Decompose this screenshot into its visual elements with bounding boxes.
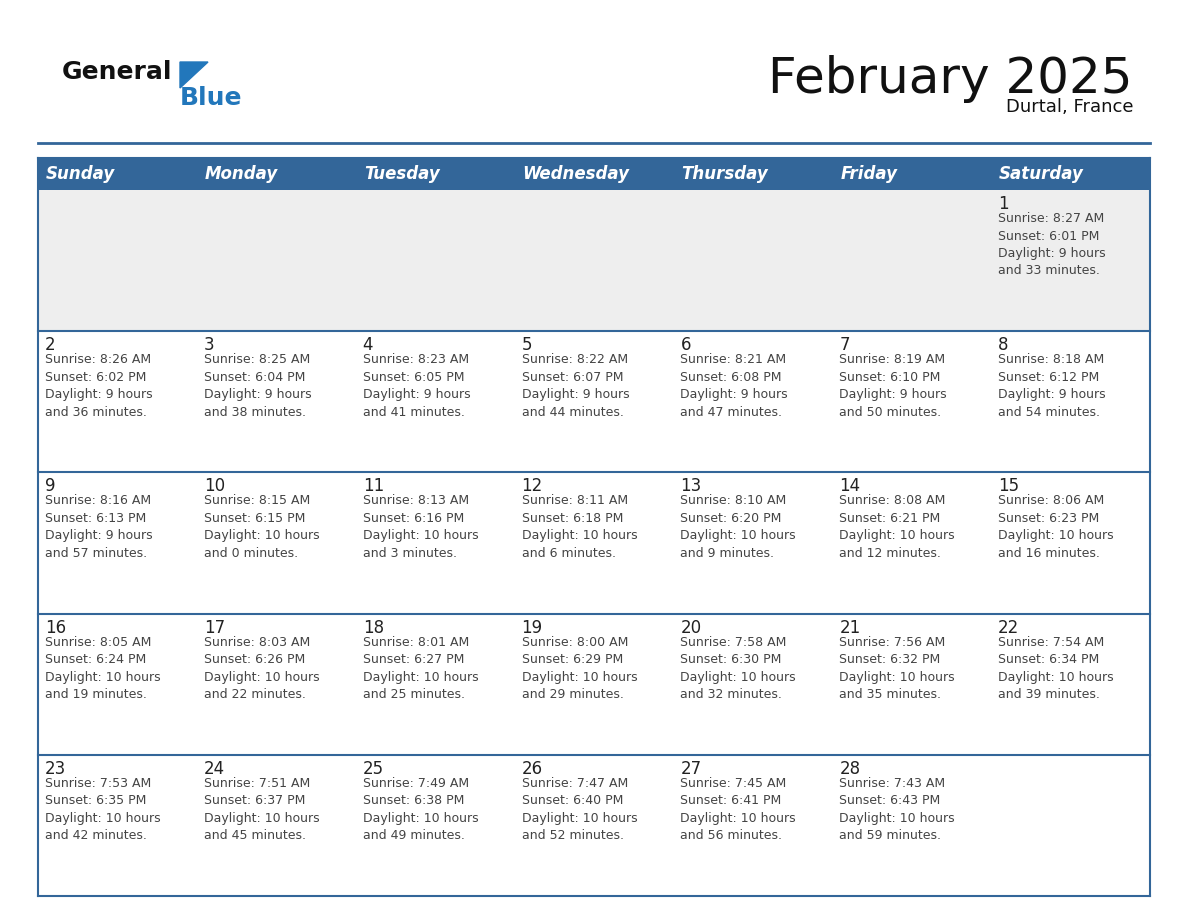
Text: General: General [62,60,172,84]
Text: Sunrise: 8:21 AM
Sunset: 6:08 PM
Daylight: 9 hours
and 47 minutes.: Sunrise: 8:21 AM Sunset: 6:08 PM Dayligh… [681,353,788,419]
Text: Sunrise: 8:06 AM
Sunset: 6:23 PM
Daylight: 10 hours
and 16 minutes.: Sunrise: 8:06 AM Sunset: 6:23 PM Dayligh… [998,495,1114,560]
Text: 3: 3 [204,336,215,354]
Text: 12: 12 [522,477,543,496]
Text: 8: 8 [998,336,1009,354]
Text: 15: 15 [998,477,1019,496]
Text: Friday: Friday [840,165,897,183]
Text: Sunrise: 8:23 AM
Sunset: 6:05 PM
Daylight: 9 hours
and 41 minutes.: Sunrise: 8:23 AM Sunset: 6:05 PM Dayligh… [362,353,470,419]
Text: Sunrise: 8:16 AM
Sunset: 6:13 PM
Daylight: 9 hours
and 57 minutes.: Sunrise: 8:16 AM Sunset: 6:13 PM Dayligh… [45,495,152,560]
Text: Sunrise: 8:10 AM
Sunset: 6:20 PM
Daylight: 10 hours
and 9 minutes.: Sunrise: 8:10 AM Sunset: 6:20 PM Dayligh… [681,495,796,560]
Text: 22: 22 [998,619,1019,636]
Text: Wednesday: Wednesday [523,165,630,183]
Text: 26: 26 [522,760,543,778]
Text: Sunrise: 8:03 AM
Sunset: 6:26 PM
Daylight: 10 hours
and 22 minutes.: Sunrise: 8:03 AM Sunset: 6:26 PM Dayligh… [204,635,320,701]
Text: 11: 11 [362,477,384,496]
Text: 28: 28 [839,760,860,778]
Text: Sunrise: 7:47 AM
Sunset: 6:40 PM
Daylight: 10 hours
and 52 minutes.: Sunrise: 7:47 AM Sunset: 6:40 PM Dayligh… [522,777,637,843]
Text: Thursday: Thursday [682,165,769,183]
Text: Sunrise: 7:56 AM
Sunset: 6:32 PM
Daylight: 10 hours
and 35 minutes.: Sunrise: 7:56 AM Sunset: 6:32 PM Dayligh… [839,635,955,701]
Text: Sunrise: 8:18 AM
Sunset: 6:12 PM
Daylight: 9 hours
and 54 minutes.: Sunrise: 8:18 AM Sunset: 6:12 PM Dayligh… [998,353,1106,419]
Text: 7: 7 [839,336,849,354]
Bar [38,613,1150,755]
Text: Sunrise: 7:58 AM
Sunset: 6:30 PM
Daylight: 10 hours
and 32 minutes.: Sunrise: 7:58 AM Sunset: 6:30 PM Dayligh… [681,635,796,701]
Text: Sunrise: 8:26 AM
Sunset: 6:02 PM
Daylight: 9 hours
and 36 minutes.: Sunrise: 8:26 AM Sunset: 6:02 PM Dayligh… [45,353,152,419]
Text: Monday: Monday [204,165,278,183]
Text: 16: 16 [45,619,67,636]
Text: 5: 5 [522,336,532,354]
Text: Sunrise: 7:51 AM
Sunset: 6:37 PM
Daylight: 10 hours
and 45 minutes.: Sunrise: 7:51 AM Sunset: 6:37 PM Dayligh… [204,777,320,843]
Bar [38,473,1150,613]
Text: Sunrise: 8:27 AM
Sunset: 6:01 PM
Daylight: 9 hours
and 33 minutes.: Sunrise: 8:27 AM Sunset: 6:01 PM Dayligh… [998,212,1106,277]
Text: Sunrise: 7:49 AM
Sunset: 6:38 PM
Daylight: 10 hours
and 49 minutes.: Sunrise: 7:49 AM Sunset: 6:38 PM Dayligh… [362,777,479,843]
Text: Sunrise: 7:54 AM
Sunset: 6:34 PM
Daylight: 10 hours
and 39 minutes.: Sunrise: 7:54 AM Sunset: 6:34 PM Dayligh… [998,635,1114,701]
Text: Sunrise: 8:25 AM
Sunset: 6:04 PM
Daylight: 9 hours
and 38 minutes.: Sunrise: 8:25 AM Sunset: 6:04 PM Dayligh… [204,353,311,419]
Text: 18: 18 [362,619,384,636]
Text: Sunday: Sunday [46,165,115,183]
Bar [38,755,1150,896]
Polygon shape [181,62,208,88]
Text: 14: 14 [839,477,860,496]
Text: 19: 19 [522,619,543,636]
Text: 2: 2 [45,336,56,354]
Text: Sunrise: 8:00 AM
Sunset: 6:29 PM
Daylight: 10 hours
and 29 minutes.: Sunrise: 8:00 AM Sunset: 6:29 PM Dayligh… [522,635,637,701]
Bar [38,331,1150,473]
Text: February 2025: February 2025 [769,55,1133,103]
Text: Sunrise: 7:45 AM
Sunset: 6:41 PM
Daylight: 10 hours
and 56 minutes.: Sunrise: 7:45 AM Sunset: 6:41 PM Dayligh… [681,777,796,843]
Text: 17: 17 [204,619,225,636]
Text: 6: 6 [681,336,691,354]
Bar [38,190,1150,331]
Text: 10: 10 [204,477,225,496]
Text: Sunrise: 8:13 AM
Sunset: 6:16 PM
Daylight: 10 hours
and 3 minutes.: Sunrise: 8:13 AM Sunset: 6:16 PM Dayligh… [362,495,479,560]
Text: Tuesday: Tuesday [364,165,440,183]
Text: 27: 27 [681,760,702,778]
Text: 25: 25 [362,760,384,778]
Text: Sunrise: 8:22 AM
Sunset: 6:07 PM
Daylight: 9 hours
and 44 minutes.: Sunrise: 8:22 AM Sunset: 6:07 PM Dayligh… [522,353,630,419]
Text: Sunrise: 8:19 AM
Sunset: 6:10 PM
Daylight: 9 hours
and 50 minutes.: Sunrise: 8:19 AM Sunset: 6:10 PM Dayligh… [839,353,947,419]
Text: Sunrise: 8:05 AM
Sunset: 6:24 PM
Daylight: 10 hours
and 19 minutes.: Sunrise: 8:05 AM Sunset: 6:24 PM Dayligh… [45,635,160,701]
Text: 21: 21 [839,619,860,636]
Text: Sunrise: 8:15 AM
Sunset: 6:15 PM
Daylight: 10 hours
and 0 minutes.: Sunrise: 8:15 AM Sunset: 6:15 PM Dayligh… [204,495,320,560]
Text: Sunrise: 8:08 AM
Sunset: 6:21 PM
Daylight: 10 hours
and 12 minutes.: Sunrise: 8:08 AM Sunset: 6:21 PM Dayligh… [839,495,955,560]
Bar [38,158,1150,190]
Text: 1: 1 [998,195,1009,213]
Text: 13: 13 [681,477,702,496]
Text: 23: 23 [45,760,67,778]
Text: Sunrise: 7:43 AM
Sunset: 6:43 PM
Daylight: 10 hours
and 59 minutes.: Sunrise: 7:43 AM Sunset: 6:43 PM Dayligh… [839,777,955,843]
Text: 24: 24 [204,760,225,778]
Text: 20: 20 [681,619,702,636]
Text: Blue: Blue [181,86,242,110]
Text: Sunrise: 7:53 AM
Sunset: 6:35 PM
Daylight: 10 hours
and 42 minutes.: Sunrise: 7:53 AM Sunset: 6:35 PM Dayligh… [45,777,160,843]
Text: Sunrise: 8:01 AM
Sunset: 6:27 PM
Daylight: 10 hours
and 25 minutes.: Sunrise: 8:01 AM Sunset: 6:27 PM Dayligh… [362,635,479,701]
Text: Saturday: Saturday [999,165,1083,183]
Text: Durtal, France: Durtal, France [1005,98,1133,116]
Text: 9: 9 [45,477,56,496]
Text: Sunrise: 8:11 AM
Sunset: 6:18 PM
Daylight: 10 hours
and 6 minutes.: Sunrise: 8:11 AM Sunset: 6:18 PM Dayligh… [522,495,637,560]
Text: 4: 4 [362,336,373,354]
